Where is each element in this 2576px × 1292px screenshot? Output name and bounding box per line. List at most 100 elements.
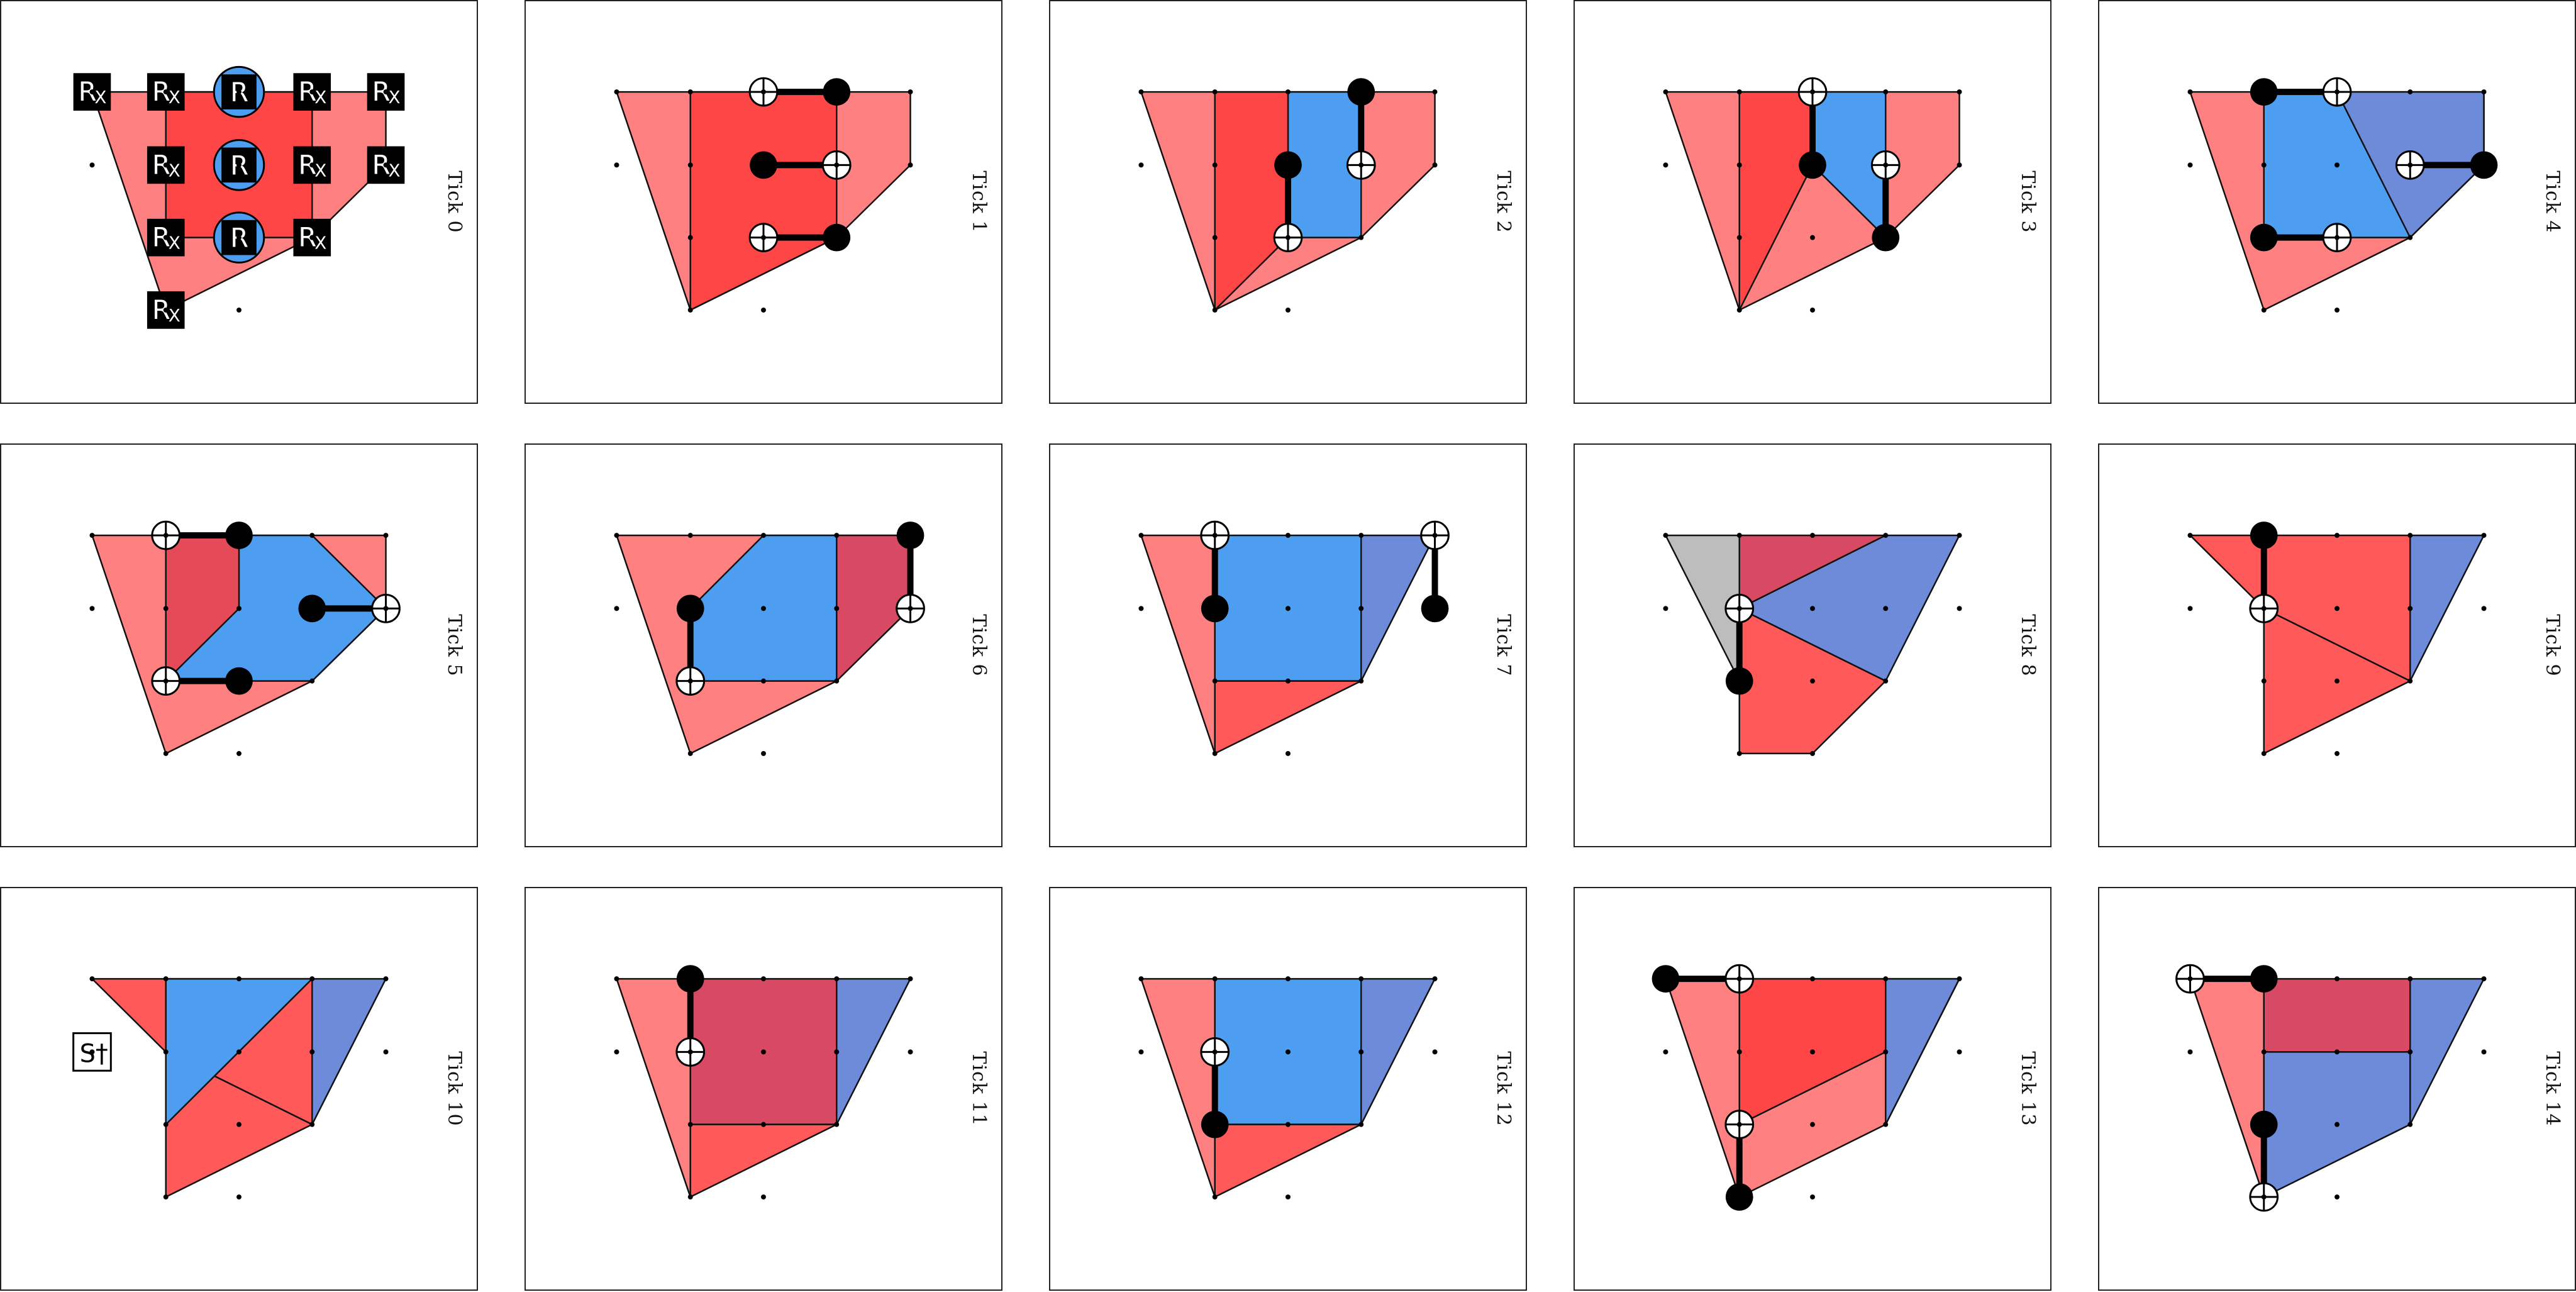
qubit-dot <box>2481 976 2487 982</box>
qubit-dot <box>1736 162 1742 168</box>
qubit-dot <box>834 89 840 95</box>
qubit-dot <box>2187 533 2193 538</box>
qubit-dot <box>236 89 242 95</box>
qubit-dot <box>1138 89 1144 95</box>
qubit-dot <box>2407 1049 2413 1055</box>
qubit-dot <box>1810 678 1815 684</box>
tick-panel: Tick 5 <box>0 443 478 847</box>
qubit-dot <box>2481 606 2487 611</box>
stabilizer-face <box>2409 534 2485 682</box>
qubit-dot <box>1212 678 1218 684</box>
qubit-dot <box>2261 678 2267 684</box>
qubit-dot <box>1957 1049 1962 1055</box>
stabilizer-face <box>1214 680 1362 755</box>
qubit-dot <box>687 1194 693 1200</box>
tick-label: Tick 1 <box>968 170 990 233</box>
qubit-dot <box>761 750 766 756</box>
qubit-dot <box>614 606 619 611</box>
qubit-dot <box>383 976 389 982</box>
stabilizer-face <box>836 977 912 1125</box>
qubit-dot <box>761 89 766 95</box>
qubit-dot <box>1663 162 1668 168</box>
svg-text:X: X <box>389 87 401 108</box>
qubit-dot <box>1883 89 1889 95</box>
qubit-dot <box>1736 976 1742 982</box>
tick-label: Tick 14 <box>2541 1051 2563 1127</box>
qubit-dot <box>834 976 840 982</box>
qubit-dot <box>1285 606 1291 611</box>
qubit-dot <box>2334 976 2340 982</box>
qubit-dot <box>1212 606 1218 611</box>
qubit-dot <box>1138 533 1144 538</box>
svg-text:X: X <box>314 233 326 253</box>
qubit-dot <box>1663 533 1668 538</box>
stabilizer-face <box>615 977 691 1198</box>
qubit-dot <box>163 750 169 756</box>
qubit-dot <box>163 976 169 982</box>
qubit-dot <box>236 1049 242 1055</box>
qubit-dot <box>2261 750 2267 756</box>
panel-diagram <box>614 521 925 756</box>
tick-label: Tick 2 <box>1492 170 1514 233</box>
qubit-dot <box>614 89 619 95</box>
tick-panel: Tick 13 <box>1574 887 2051 1291</box>
qubit-dot <box>761 678 766 684</box>
qubit-dot <box>163 678 169 684</box>
qubit-dot <box>89 976 95 982</box>
svg-text:X: X <box>314 160 326 181</box>
svg-text:X: X <box>94 87 106 108</box>
qubit-dot <box>2187 606 2193 611</box>
qubit-dot <box>1358 89 1364 95</box>
qubit-dot <box>1358 162 1364 168</box>
qubit-dot <box>236 533 242 538</box>
qubit-dot <box>1810 162 1815 168</box>
stabilizer-face <box>311 977 387 1125</box>
qubit-dot <box>1358 1122 1364 1127</box>
qubit-dot <box>1957 976 1962 982</box>
qubit-dot <box>163 606 169 611</box>
qubit-dot <box>1883 976 1889 982</box>
qubit-dot <box>1883 606 1889 611</box>
qubit-dot <box>1285 307 1291 313</box>
qubit-dot <box>2334 1194 2340 1200</box>
qubit-dot <box>1432 1049 1438 1055</box>
qubit-dot <box>1957 606 1962 611</box>
qubit-dot <box>236 976 242 982</box>
svg-text:X: X <box>314 87 326 108</box>
qubit-dot <box>908 162 913 168</box>
qubit-dot <box>2334 162 2340 168</box>
qubit-dot <box>236 1122 242 1127</box>
qubit-dot <box>1212 750 1218 756</box>
qubit-dot <box>163 235 169 240</box>
tick-panel: Tick 11 <box>525 887 1002 1291</box>
tick-label: Tick 4 <box>2541 170 2563 233</box>
qubit-dot <box>383 606 389 611</box>
qubit-dot <box>383 1049 389 1055</box>
qubit-dot <box>1736 750 1742 756</box>
tick-label: Tick 12 <box>1492 1051 1514 1127</box>
panel-diagram <box>1663 77 1962 313</box>
qubit-dot <box>2261 976 2267 982</box>
tick-label: Tick 6 <box>968 614 990 677</box>
qubit-dot <box>614 1049 619 1055</box>
qubit-dot <box>908 89 913 95</box>
tick-panel: Tick 4 <box>2098 0 2576 404</box>
qubit-dot <box>1810 533 1815 538</box>
qubit-dot <box>1736 235 1742 240</box>
qubit-dot <box>2334 1049 2340 1055</box>
tick-panel: Tick 14 <box>2098 887 2576 1291</box>
qubit-dot <box>1663 1049 1668 1055</box>
qubit-dot <box>1883 1122 1889 1127</box>
qubit-dot <box>2481 1049 2487 1055</box>
qubit-dot <box>1883 235 1889 240</box>
qubit-dot <box>834 1122 840 1127</box>
qubit-dot <box>1810 1194 1815 1200</box>
tick-panel: S† Tick 10 <box>0 887 478 1291</box>
qubit-dot <box>2261 1122 2267 1127</box>
qubit-dot <box>2261 533 2267 538</box>
qubit-dot <box>236 750 242 756</box>
qubit-dot <box>1285 1194 1291 1200</box>
qubit-dot <box>309 162 315 168</box>
qubit-dot <box>908 533 913 538</box>
panel-diagram <box>2187 77 2498 313</box>
